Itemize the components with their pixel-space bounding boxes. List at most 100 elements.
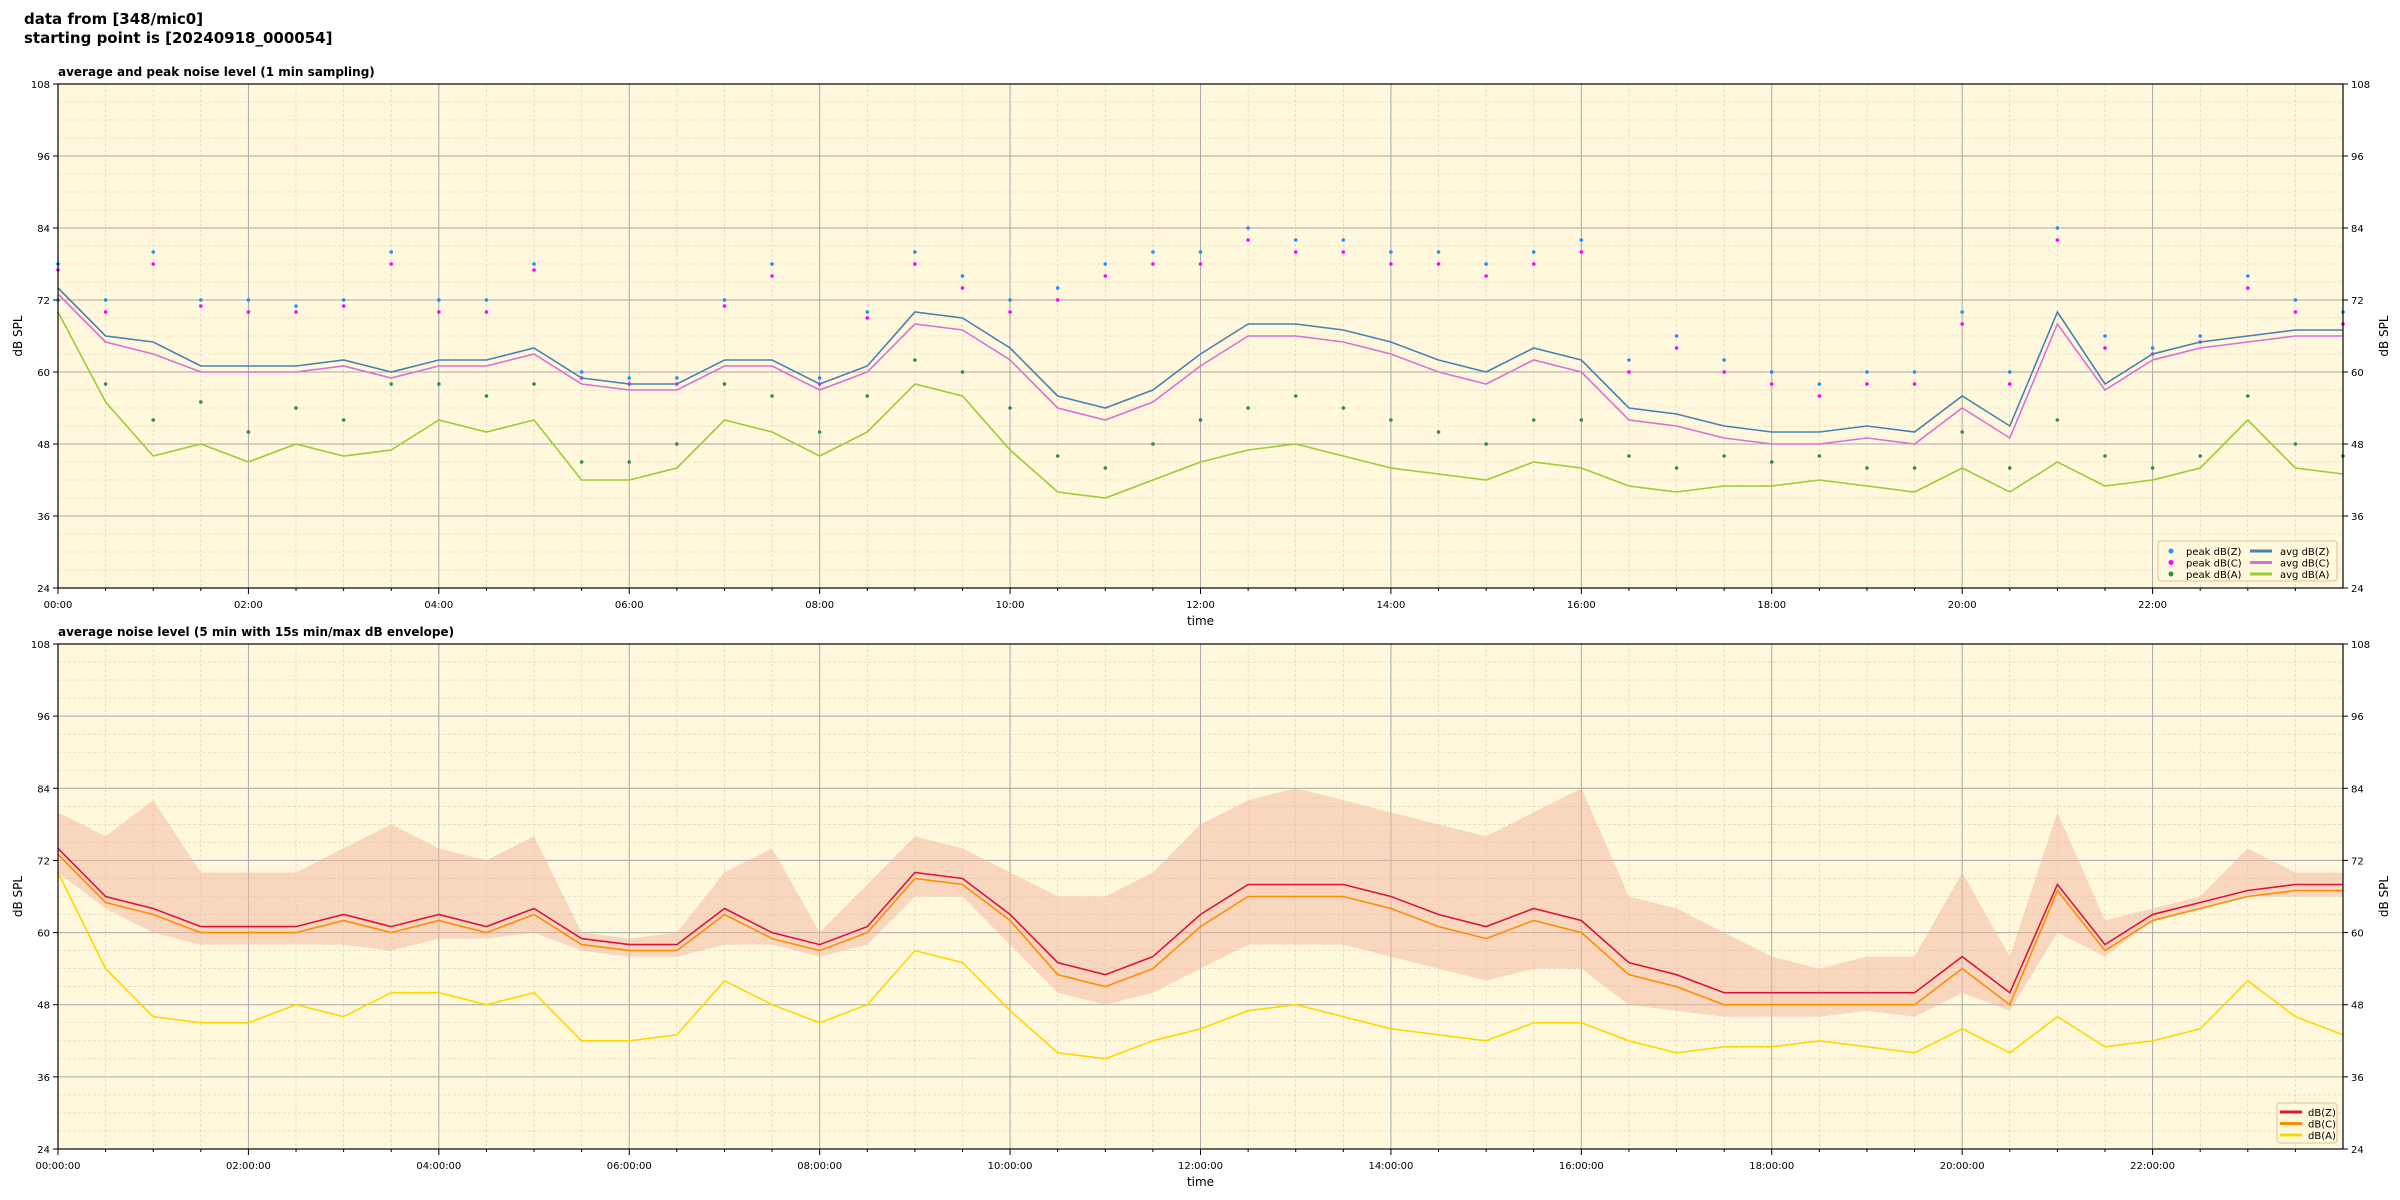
y-tick-label-left: 108 bbox=[31, 640, 50, 651]
x-tick-label: 14:00:00 bbox=[1368, 1161, 1413, 1172]
peak-point bbox=[722, 382, 727, 386]
peak-point bbox=[389, 262, 394, 266]
y-tick-label-right: 36 bbox=[2351, 512, 2364, 523]
x-tick-label: 00:00:00 bbox=[36, 1161, 81, 1172]
peak-point bbox=[103, 298, 108, 302]
y-tick-label-right: 96 bbox=[2351, 152, 2364, 163]
peak-point bbox=[1722, 358, 1726, 362]
peak-point bbox=[1579, 250, 1584, 254]
legend-marker bbox=[2168, 571, 2174, 577]
x-tick-label: 00:00 bbox=[44, 600, 73, 611]
legend-label: peak dB(C) bbox=[2186, 559, 2242, 570]
peak-point bbox=[1055, 454, 1060, 458]
peak-point bbox=[2198, 334, 2202, 338]
x-tick-label: 20:00:00 bbox=[1940, 1161, 1985, 1172]
peak-point bbox=[1055, 286, 1060, 290]
peak-point bbox=[2055, 418, 2060, 422]
peak-point bbox=[103, 310, 108, 314]
top-chart: 24 24 36 36 48 48 60 60 72 72 84 84 96 96 108 108 00:00 0… bbox=[11, 65, 2391, 628]
peak-point bbox=[1293, 238, 1298, 242]
peak-point bbox=[960, 274, 965, 278]
series-line-dbz bbox=[57, 847, 2343, 994]
peak-point bbox=[294, 406, 298, 410]
peak-point bbox=[2103, 334, 2107, 338]
peak-point bbox=[1722, 454, 1726, 458]
peak-point bbox=[341, 418, 346, 422]
peak-point bbox=[2007, 370, 2012, 374]
y-tick-label-right: 84 bbox=[2351, 224, 2364, 235]
peak-point bbox=[151, 262, 156, 266]
peak-point bbox=[1484, 262, 1488, 266]
peak-point bbox=[960, 286, 965, 290]
peak-point bbox=[1246, 226, 1250, 230]
peak-point bbox=[722, 304, 727, 308]
peak-point bbox=[2245, 286, 2250, 290]
peak-point bbox=[1579, 238, 1584, 242]
peak-point bbox=[1627, 358, 1631, 362]
peak-point bbox=[2245, 394, 2250, 398]
peak-point bbox=[1817, 454, 1822, 458]
chart-title: average and peak noise level (1 min samp… bbox=[58, 65, 375, 79]
peak-point bbox=[1674, 346, 1679, 350]
plot-frame bbox=[57, 83, 2344, 589]
legend-box bbox=[2157, 540, 2338, 582]
peak-point bbox=[199, 298, 203, 302]
y-axis-label-right: dB SPL bbox=[2377, 315, 2391, 357]
peak-point bbox=[579, 370, 584, 374]
series-line-dbc bbox=[57, 853, 2343, 1006]
peak-point bbox=[389, 382, 394, 386]
peak-point bbox=[246, 430, 251, 434]
y-axis-label-left: dB SPL bbox=[11, 315, 25, 357]
peak-point bbox=[437, 310, 441, 314]
legend-label: peak dB(Z) bbox=[2186, 547, 2242, 558]
y-tick-label-left: 96 bbox=[37, 712, 50, 723]
peak-point bbox=[2150, 466, 2155, 470]
peak-point bbox=[484, 298, 489, 302]
x-tick-label: 18:00 bbox=[1757, 600, 1786, 611]
peak-point bbox=[532, 262, 536, 266]
chart-title: average noise level (5 min with 15s min/… bbox=[58, 625, 454, 639]
peak-point bbox=[579, 460, 584, 464]
peak-point bbox=[246, 310, 251, 314]
peak-point bbox=[960, 370, 965, 374]
peak-point bbox=[2103, 454, 2107, 458]
peak-point bbox=[1769, 382, 1774, 386]
y-tick-label-right: 60 bbox=[2351, 368, 2364, 379]
x-tick-label: 08:00 bbox=[805, 600, 834, 611]
legend-label: dB(Z) bbox=[2308, 1108, 2336, 1119]
peak-point bbox=[1389, 250, 1393, 254]
peak-point bbox=[484, 394, 489, 398]
x-tick-label: 02:00:00 bbox=[226, 1161, 271, 1172]
peak-point bbox=[1341, 250, 1346, 254]
x-tick-label: 18:00:00 bbox=[1749, 1161, 1794, 1172]
x-tick-label: 16:00 bbox=[1567, 600, 1596, 611]
peak-point bbox=[1436, 262, 1441, 266]
peak-point bbox=[770, 274, 774, 278]
peak-point bbox=[1531, 250, 1536, 254]
peak-point bbox=[532, 382, 536, 386]
peak-point bbox=[2007, 382, 2012, 386]
peak-point bbox=[1484, 442, 1488, 446]
peak-point bbox=[770, 262, 774, 266]
series-line-avgdbz bbox=[57, 287, 2343, 433]
peak-point bbox=[1484, 274, 1488, 278]
peak-point bbox=[1912, 466, 1917, 470]
y-tick-label-left: 60 bbox=[37, 368, 50, 379]
peak-point bbox=[1769, 460, 1774, 464]
peak-point bbox=[1436, 250, 1441, 254]
y-tick-label-right: 72 bbox=[2351, 856, 2364, 867]
peak-point bbox=[151, 250, 156, 254]
peak-point bbox=[199, 304, 203, 308]
y-tick-label-left: 36 bbox=[37, 512, 50, 523]
peak-point bbox=[1151, 442, 1155, 446]
min-max-envelope bbox=[58, 788, 2343, 1017]
y-tick-label-right: 84 bbox=[2351, 784, 2364, 795]
peak-point bbox=[817, 430, 822, 434]
y-tick-label-right: 48 bbox=[2351, 440, 2364, 451]
y-axis-label-left: dB SPL bbox=[11, 876, 25, 918]
legend-label: dB(C) bbox=[2308, 1120, 2336, 1131]
peak-point bbox=[294, 310, 298, 314]
plot-frame bbox=[57, 643, 2344, 1150]
x-axis-label: time bbox=[1187, 614, 1214, 628]
y-tick-label-left: 24 bbox=[37, 1145, 50, 1156]
